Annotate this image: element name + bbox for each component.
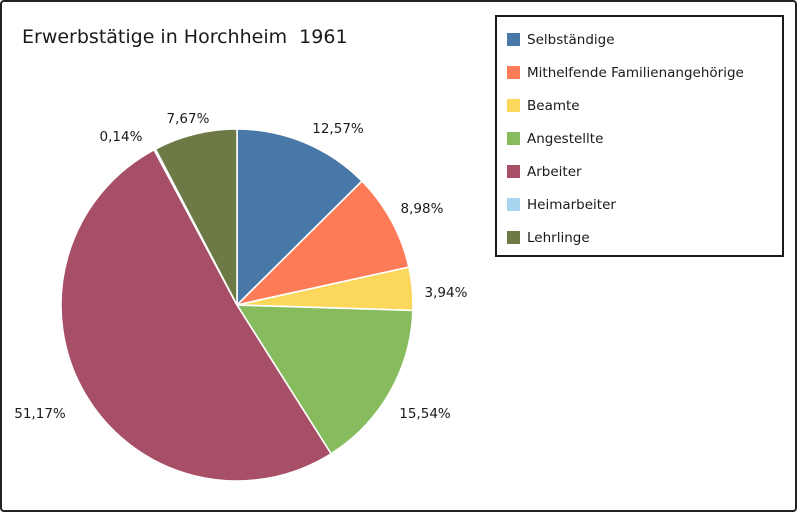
chart-title: Erwerbstätige in Horchheim 1961	[22, 26, 348, 48]
legend-label: Angestellte	[527, 130, 604, 147]
pie-slice-percent-label: 51,17%	[14, 406, 66, 422]
legend-label: Lehrlinge	[527, 229, 590, 246]
legend-label: Beamte	[527, 97, 580, 114]
pie-slice-selbst-ndige	[236, 128, 363, 306]
legend-item: Heimarbeiter	[507, 195, 774, 214]
legend-swatch-icon	[507, 198, 520, 211]
pie-slice-arbeiter	[60, 148, 332, 482]
pie-slice-angestellte	[236, 304, 414, 455]
legend-item: Arbeiter	[507, 162, 774, 181]
legend-item: Angestellte	[507, 129, 774, 148]
legend-label: Selbständige	[527, 31, 615, 48]
pie-slice-lehrlinge	[154, 128, 238, 306]
legend-item: Lehrlinge	[507, 228, 774, 247]
legend-swatch-icon	[507, 66, 520, 79]
pie-slice-mithelfende-familienangeh-rige	[236, 180, 410, 306]
pie-slice-percent-label: 0,14%	[99, 129, 143, 145]
legend-swatch-icon	[507, 231, 520, 244]
legend-item: Beamte	[507, 96, 774, 115]
legend-box: Selbständige Mithelfende Familienangehör…	[495, 15, 784, 257]
pie-slice-percent-label: 8,98%	[400, 201, 444, 217]
pie-slice-percent-label: 7,67%	[166, 111, 210, 127]
legend-label: Heimarbeiter	[527, 196, 616, 213]
legend-swatch-icon	[507, 132, 520, 145]
legend-swatch-icon	[507, 99, 520, 112]
legend-item: Mithelfende Familienangehörige	[507, 63, 774, 82]
legend-swatch-icon	[507, 33, 520, 46]
pie-slice-percent-label: 15,54%	[399, 406, 451, 422]
pie-slice-percent-label: 3,94%	[424, 285, 468, 301]
legend-label: Mithelfende Familienangehörige	[527, 64, 744, 81]
legend-item: Selbständige	[507, 30, 774, 49]
pie-slice-percent-label: 12,57%	[312, 121, 364, 137]
legend-label: Arbeiter	[527, 163, 582, 180]
legend-swatch-icon	[507, 165, 520, 178]
